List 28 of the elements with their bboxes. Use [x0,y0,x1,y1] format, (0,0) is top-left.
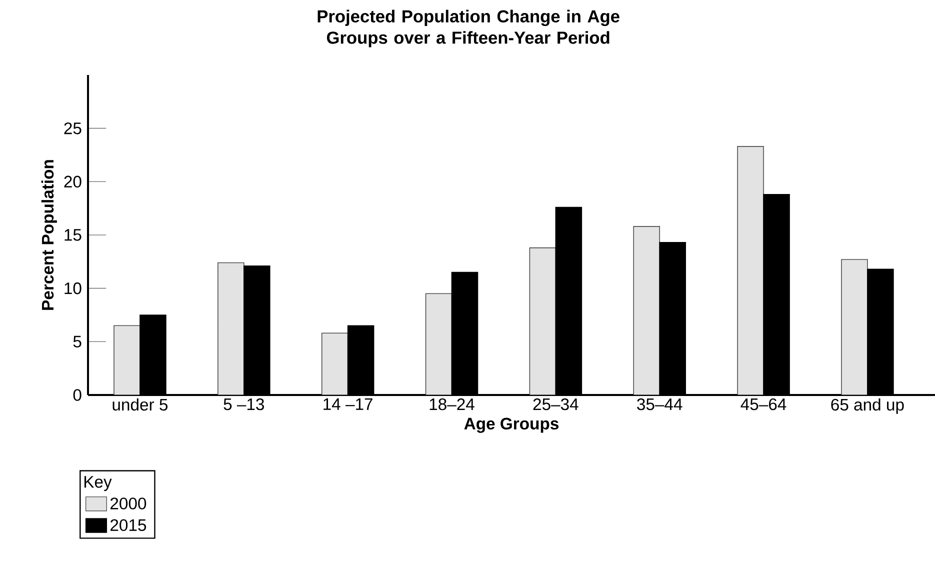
bar [841,259,868,395]
legend-label: 2015 [110,519,146,532]
x-tick-label: 18–24 [430,398,474,410]
y-tick-label: 15 [64,229,82,241]
bar [114,325,140,395]
x-tick-label: 35–44 [637,398,682,410]
chart-title: Projected Population Change in Age Groups over a Fifteen-Year Period [318,10,620,48]
bar [425,293,452,395]
y-tick-label: 0 [73,389,82,401]
x-tick-label: 5 –13 [224,398,264,410]
bar [737,146,764,395]
y-axis-title: Percent Population [41,160,57,310]
y-tick-label: 20 [64,176,82,188]
legend-label: 2000 [110,498,146,510]
x-tick-label: 65 and up [831,398,904,414]
y-tick-label: 10 [64,282,82,294]
bar [218,262,244,395]
legend-title: Key [84,476,112,492]
x-axis-title: Age Groups [464,418,559,433]
y-tick-label: 5 [73,336,82,348]
bar [529,247,556,395]
bar [633,226,660,395]
bar [321,332,348,395]
x-tick-label: 45–64 [740,398,786,410]
x-tick-label: under 5 [112,398,168,411]
y-tick-label: 25 [64,122,82,134]
x-tick-label: 25–34 [533,398,578,410]
x-tick-label: 14 –17 [324,398,372,410]
